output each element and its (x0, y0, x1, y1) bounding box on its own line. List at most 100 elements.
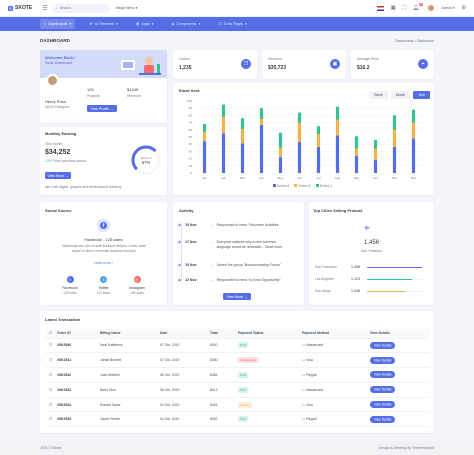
view-details-cell: View Details (366, 397, 429, 413)
nav-extra-pages[interactable]: ❐ Extra Pages ▾ (218, 22, 248, 26)
nav-apps[interactable]: ▤ Apps ▾ (136, 22, 154, 26)
period-label: This month (45, 142, 63, 146)
order-date: 04 Oct, 2019 (156, 411, 206, 428)
activity-item: ◉ 15 Nov → Joined the group “Boardsmanship … (178, 263, 298, 267)
billing-name: Jamal Burnett (96, 352, 156, 369)
order-id[interactable]: #SK2540 (53, 338, 96, 354)
row-checkbox[interactable] (45, 367, 53, 383)
order-id[interactable]: #SK2541 (53, 352, 96, 369)
social-item-facebook[interactable]: f Facebook 125 sales (55, 276, 85, 295)
view-profile-button[interactable]: View Profile → (87, 105, 117, 112)
row-checkbox[interactable] (45, 411, 53, 428)
transactions-table: Order ID Billing Name Date Total Payment… (45, 329, 429, 428)
bell-icon[interactable]: 🔔︎ 3 (413, 3, 423, 11)
view-more-button[interactable]: View More → (45, 172, 71, 179)
footer: 2021 © Skote. Design & Develop by Themes… (0, 441, 474, 455)
order-id[interactable]: #SK2543 (53, 382, 96, 398)
timeline-dot-icon: ◉ (178, 263, 182, 267)
social-item-instagram[interactable]: ◎ Instagram 104 sales (122, 276, 152, 295)
status-badge: Chargeback (238, 357, 259, 364)
order-id[interactable]: #SK2545 (53, 411, 96, 428)
user-name: Admin (441, 6, 452, 10)
paypal-icon: ▭ (302, 417, 306, 422)
billing-name: Jacob Hunter (96, 411, 156, 428)
nav-components[interactable]: ◈ Components ▾ (171, 22, 201, 26)
view-details-button[interactable]: View Details (370, 386, 396, 394)
email-sent-chart: 0 10 20 30 40 50 60 70 80 90 100 Jan Feb Mar Apr May Jun… (187, 99, 423, 180)
nav-ui-elements[interactable]: ⚒ UI Elements ▾ (89, 22, 118, 26)
tab-year[interactable]: Year (413, 91, 430, 99)
legend-series-b: Series B (294, 184, 311, 188)
bar-series-c-oct (373, 139, 378, 149)
view-details-button[interactable]: View Details (370, 371, 396, 379)
order-total: $400 (206, 338, 234, 354)
bar-series-c-sep (354, 136, 359, 149)
activity-item: ◉ 15 Nov → Responded to need “Volunteer Act… (178, 223, 298, 227)
menu-toggle-icon[interactable]: ☰ (42, 5, 48, 12)
col-total[interactable]: Total (206, 329, 234, 339)
tab-month[interactable]: Month (390, 91, 411, 99)
view-details-button[interactable]: View Details (370, 341, 396, 349)
payment-method: Paypal (306, 417, 317, 422)
arrow-right-icon: → (209, 278, 213, 282)
instagram-icon: ◎ (133, 276, 141, 283)
bar-series-b-sep (354, 148, 359, 156)
language-flag-icon[interactable] (376, 5, 384, 11)
stat-label: Revenue (268, 57, 283, 61)
footer-copyright: 2021 © Skote. (40, 446, 63, 450)
bar-series-a-feb (221, 133, 226, 173)
row-checkbox[interactable] (45, 352, 53, 369)
col-billing-name[interactable]: Billing Name (96, 329, 156, 339)
col-payment-method[interactable]: Payment Method (298, 329, 366, 339)
top-city-value: 1,456 (363, 240, 379, 246)
social-source-title: Social Source (45, 208, 72, 213)
brand-logo[interactable]: S SKOTE (8, 5, 32, 11)
activity-item: ◉ 12 Nov → Responded to need “In-Kind Oppor… (178, 278, 298, 282)
row-checkbox[interactable] (45, 397, 53, 413)
map-marker-icon: ⌖ (364, 223, 370, 234)
settings-gear-icon[interactable]: ⚙ (461, 5, 466, 11)
col-order-id[interactable]: Order ID (53, 329, 96, 339)
col-date[interactable]: Date (156, 329, 206, 339)
legend-series-a: Series A (273, 184, 289, 188)
activity-view-more-button[interactable]: View More → (223, 293, 251, 300)
learn-more-link[interactable]: Learn more › (94, 261, 113, 265)
y-tick-label: 0 (190, 171, 192, 175)
y-tick-label: 30 (189, 149, 193, 153)
user-menu[interactable]: Admin ▾ (441, 6, 455, 10)
social-heading: Facebook (84, 237, 102, 242)
notification-badge: 3 (419, 3, 423, 6)
bar-series-a-may (278, 157, 283, 173)
user-avatar[interactable] (426, 4, 435, 12)
row-checkbox[interactable] (45, 382, 53, 398)
welcome-title: Welcome Back ! (45, 55, 76, 60)
view-details-button[interactable]: View Details (370, 415, 396, 423)
gauge-caption: Series A (140, 156, 151, 160)
apps-grid-icon[interactable]: ▦ (390, 5, 396, 11)
social-heading-sales: - 125 sales (103, 237, 123, 242)
nav-dashboards[interactable]: ⌂ Dashboards ▾ (40, 19, 76, 29)
bar-series-a-jun (297, 142, 302, 173)
search-input[interactable]: ⌕ Search... (51, 3, 110, 13)
tab-week[interactable]: Week (369, 91, 388, 99)
order-id[interactable]: #SK2542 (53, 367, 96, 383)
row-checkbox[interactable] (45, 338, 53, 354)
y-tick-label: 100 (187, 99, 192, 103)
fullscreen-icon[interactable]: ⛶ (402, 5, 407, 11)
email-sent-title: Email Sent (179, 88, 200, 93)
col-payment-status[interactable]: Payment Status (234, 329, 298, 339)
select-all-checkbox[interactable] (45, 329, 53, 339)
social-item-twitter[interactable]: t Twitter 112 sales (89, 276, 119, 295)
social-item-name: Twitter (98, 286, 109, 290)
view-details-button[interactable]: View Details (370, 401, 396, 409)
projects-value: 125 (87, 87, 94, 92)
order-id[interactable]: #SK2544 (53, 397, 96, 413)
view-details-button[interactable]: View Details (370, 356, 396, 364)
bar-series-b-may (278, 147, 283, 158)
topbar: S SKOTE ☰ ⌕ Search... Mega Menu ▾ ▦ ⛶ 🔔︎ 3 … (0, 0, 474, 17)
breadcrumb[interactable]: Dashboards / Dashboard (395, 39, 434, 43)
view-details-cell: View Details (366, 338, 429, 354)
mega-menu-dropdown[interactable]: Mega Menu ▾ (115, 6, 138, 10)
stat-value: $35,723 (268, 65, 287, 71)
payment-method: Mastercard (306, 343, 324, 348)
